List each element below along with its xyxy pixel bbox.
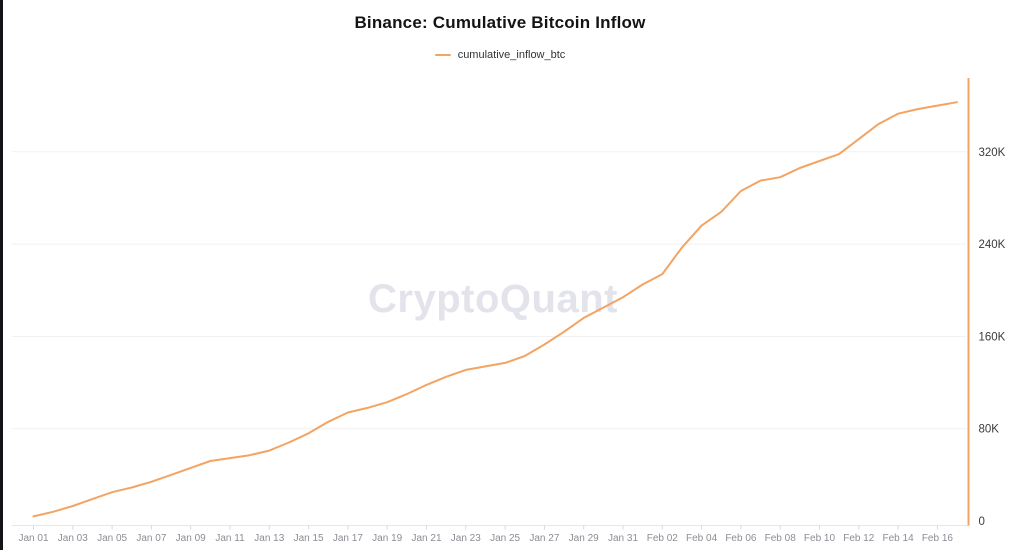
x-tick-label: Jan 13 <box>254 533 284 544</box>
x-tick-label: Feb 02 <box>647 533 679 544</box>
x-tick-label: Feb 06 <box>725 533 757 544</box>
x-tick-label: Jan 25 <box>490 533 520 544</box>
x-tick-label: Jan 29 <box>569 533 599 544</box>
x-tick-label: Jan 11 <box>215 533 245 544</box>
y-tick-label: 80K <box>979 424 1000 436</box>
x-tick-label: Jan 19 <box>372 533 402 544</box>
x-tick-label: Jan 07 <box>136 533 166 544</box>
left-edge-bar <box>0 0 3 550</box>
x-tick-label: Jan 09 <box>176 533 206 544</box>
legend-line-icon <box>434 54 451 56</box>
x-tick-label: Feb 12 <box>843 533 875 544</box>
x-tick-label: Jan 23 <box>451 533 481 544</box>
x-tick-label: Feb 14 <box>883 533 915 544</box>
x-tick-label: Jan 15 <box>294 533 324 544</box>
x-tick-label: Jan 01 <box>18 533 48 544</box>
y-tick-label: 320K <box>979 147 1006 159</box>
x-tick-label: Feb 08 <box>765 533 797 544</box>
chart-title: Binance: Cumulative Bitcoin Inflow <box>354 13 646 32</box>
x-tick-label: Feb 16 <box>922 533 954 544</box>
y-tick-label: 0 <box>979 516 985 528</box>
legend[interactable]: cumulative_inflow_btc <box>0 49 1000 61</box>
x-tick-label: Feb 04 <box>686 533 718 544</box>
y-tick-label: 160K <box>979 331 1006 343</box>
x-tick-label: Jan 27 <box>529 533 559 544</box>
x-tick-label: Jan 05 <box>97 533 127 544</box>
watermark: CryptoQuant <box>368 277 618 321</box>
x-tick-label: Feb 10 <box>804 533 836 544</box>
cumulative-inflow-line[interactable] <box>32 101 958 518</box>
legend-label: cumulative_inflow_btc <box>457 49 566 61</box>
x-tick-label: Jan 03 <box>58 533 88 544</box>
x-tick-label: Jan 17 <box>333 533 363 544</box>
x-tick-label: Jan 21 <box>411 533 441 544</box>
y-tick-label: 240K <box>979 239 1006 251</box>
x-tick-label: Jan 31 <box>608 533 638 544</box>
